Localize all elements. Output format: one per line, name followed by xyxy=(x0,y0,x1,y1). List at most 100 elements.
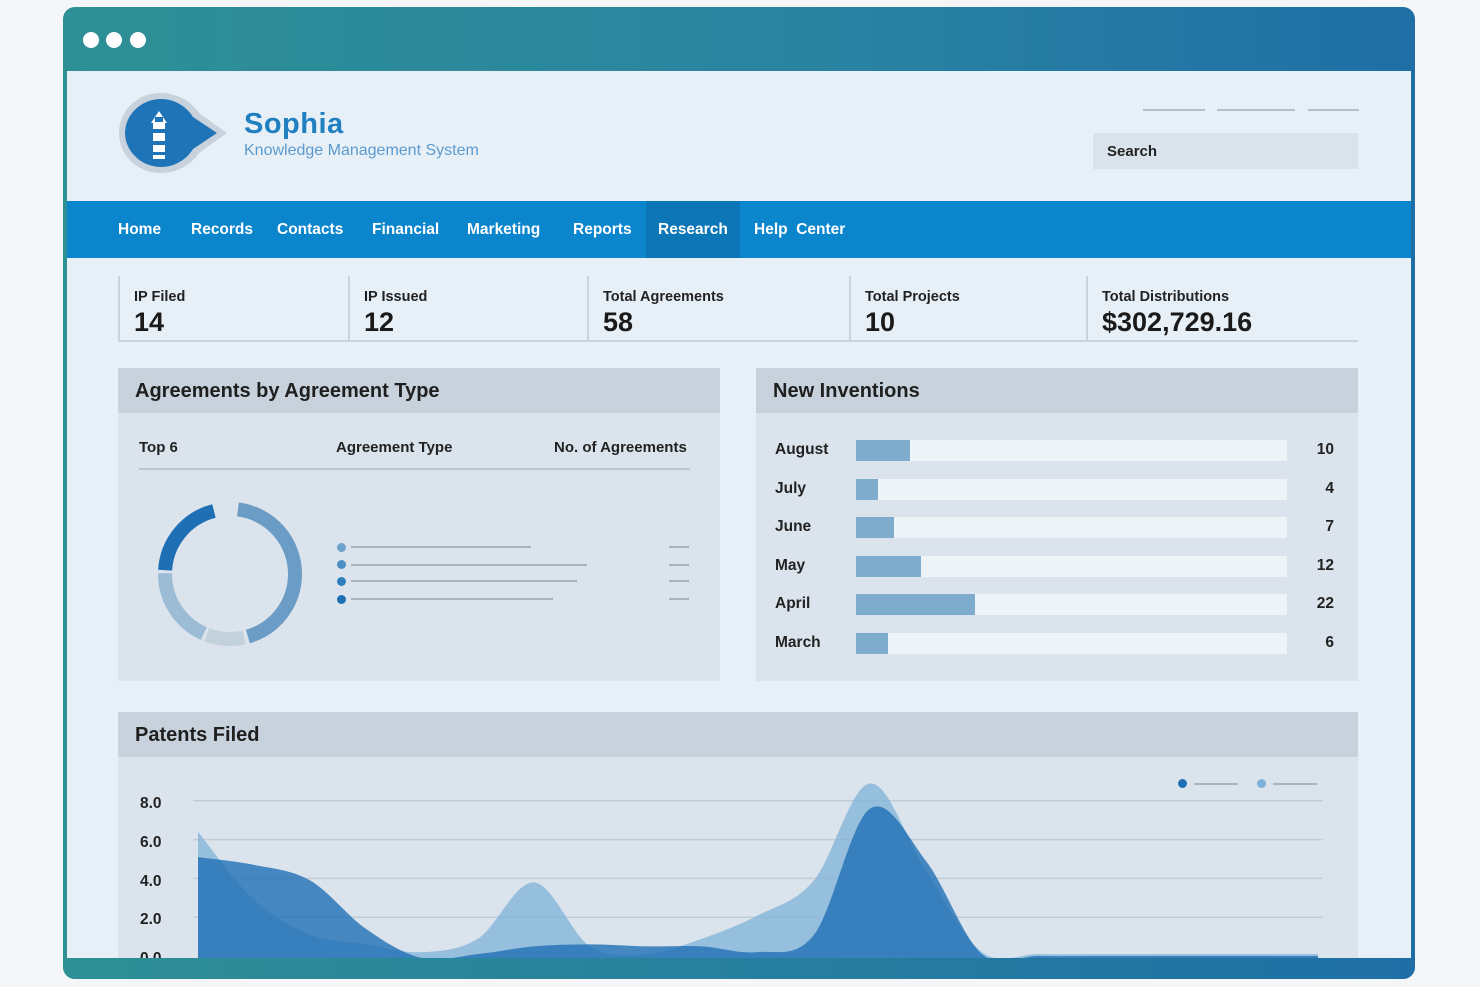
window-bottom-bar xyxy=(63,958,1415,979)
stat-label: IP Filed xyxy=(134,289,186,305)
legend-value xyxy=(669,598,689,600)
y-tick-label: 0.0 xyxy=(140,950,162,958)
legend-dot xyxy=(337,595,346,604)
stat-card: IP Issued 12 xyxy=(348,276,587,342)
bar-value-label: 10 xyxy=(1316,441,1334,458)
app-header: Sophia Knowledge Management System xyxy=(67,71,1411,201)
bar-category-label: August xyxy=(775,441,829,458)
patents-area-chart xyxy=(193,783,1323,958)
bar-value-label: 6 xyxy=(1325,634,1334,651)
window-dot-icon[interactable] xyxy=(130,32,146,48)
legend-dot xyxy=(337,543,346,552)
legend-line xyxy=(351,580,577,582)
browser-frame: Sophia Knowledge Management System Home … xyxy=(63,7,1415,979)
window-dot-icon[interactable] xyxy=(83,32,99,48)
bar-fill xyxy=(856,594,975,616)
nav-item-home[interactable]: Home xyxy=(118,221,162,238)
panel-title: New Inventions xyxy=(773,380,920,402)
bar-value-label: 4 xyxy=(1325,479,1334,497)
legend-line xyxy=(1273,783,1317,785)
nav-item-research[interactable]: Research xyxy=(646,201,740,258)
bar-track xyxy=(856,555,1287,577)
bar-track xyxy=(856,517,1287,539)
donut-chart xyxy=(158,502,302,646)
bar-fill xyxy=(856,555,921,577)
legend-value xyxy=(669,564,689,566)
donut-segment xyxy=(158,502,302,646)
header-link[interactable] xyxy=(1143,109,1205,111)
legend-line xyxy=(1194,783,1238,785)
legend-dot xyxy=(337,577,346,586)
search-input[interactable] xyxy=(1093,133,1358,169)
main-nav: Home Records Contacts Financial Marketin… xyxy=(67,201,1411,258)
donut-segment xyxy=(158,502,302,646)
panel-title: Patents Filed xyxy=(135,724,260,746)
stat-value: $302,729.16 xyxy=(1102,307,1253,337)
stat-card: Total Agreements 58 xyxy=(587,276,849,342)
header-link[interactable] xyxy=(1217,109,1295,111)
panel-header: Agreements by Agreement Type xyxy=(118,368,720,413)
nav-item-reports[interactable]: Reports xyxy=(573,221,632,238)
panel-title: Agreements by Agreement Type xyxy=(135,380,440,402)
new-inventions-panel: New Inventions August 10 July 4 June 7 May 12 Ap… xyxy=(756,368,1358,681)
bar-track xyxy=(856,478,1287,500)
app-window: Sophia Knowledge Management System Home … xyxy=(67,71,1411,958)
stat-card: Total Projects 10 xyxy=(849,276,1086,342)
stat-card: Total Distributions $302,729.16 xyxy=(1086,276,1358,342)
donut-segment xyxy=(158,502,302,646)
window-titlebar xyxy=(63,7,1415,71)
agreements-panel: Agreements by Agreement Type Top 6 Agree… xyxy=(118,368,720,681)
legend-dot xyxy=(337,560,346,569)
y-tick-label: 8.0 xyxy=(140,795,162,812)
nav-item-financial[interactable]: Financial xyxy=(372,221,440,238)
column-header-type: Agreement Type xyxy=(336,439,453,456)
nav-item-help-center[interactable]: Help Center xyxy=(754,221,846,238)
legend-line xyxy=(351,564,587,566)
bar-category-label: June xyxy=(775,518,812,536)
bar-track xyxy=(856,440,1287,461)
area-series xyxy=(198,806,1318,958)
stat-label: IP Issued xyxy=(364,289,428,305)
stat-value: 58 xyxy=(603,307,634,337)
bar-fill xyxy=(856,478,878,500)
bar-track xyxy=(856,633,1287,654)
stat-label: Total Distributions xyxy=(1102,289,1230,305)
bar-fill xyxy=(856,517,894,539)
brand-name: Sophia xyxy=(244,108,344,140)
legend-line xyxy=(351,598,553,600)
y-tick-label: 2.0 xyxy=(140,911,162,928)
legend-line xyxy=(351,546,531,548)
bar-category-label: July xyxy=(775,479,807,497)
column-header-count: No. of Agreements xyxy=(554,439,687,456)
nav-item-records[interactable]: Records xyxy=(191,221,254,238)
bar-category-label: April xyxy=(775,595,811,613)
legend-value xyxy=(669,546,689,548)
bar-value-label: 7 xyxy=(1325,518,1334,536)
patents-filed-panel: Patents Filed 8.0 6.0 4.0 2.0 0.0 xyxy=(118,712,1358,958)
bar-value-label: 22 xyxy=(1316,595,1334,613)
divider xyxy=(139,468,690,470)
bar-track xyxy=(856,594,1287,616)
stat-label: Total Projects xyxy=(865,289,960,305)
bar-value-label: 12 xyxy=(1316,556,1334,574)
y-tick-label: 6.0 xyxy=(140,834,162,851)
nav-item-contacts[interactable]: Contacts xyxy=(277,221,344,238)
stat-label: Total Agreements xyxy=(603,289,724,305)
lighthouse-icon[interactable] xyxy=(115,89,235,179)
panel-header: Patents Filed xyxy=(118,712,1358,757)
window-dot-icon[interactable] xyxy=(106,32,122,48)
bar-category-label: March xyxy=(775,634,821,651)
stats-row: IP Filed 14 IP Issued 12 Total Agreement… xyxy=(118,276,1358,342)
bar-fill xyxy=(856,633,889,654)
header-link[interactable] xyxy=(1308,109,1359,111)
bar-fill xyxy=(856,440,910,461)
brand-subtitle: Knowledge Management System xyxy=(244,142,479,159)
y-tick-label: 4.0 xyxy=(140,873,162,890)
stat-value: 10 xyxy=(865,307,896,337)
stat-card: IP Filed 14 xyxy=(118,276,348,342)
nav-item-marketing[interactable]: Marketing xyxy=(467,221,541,238)
legend-dot xyxy=(1178,779,1187,788)
legend-value xyxy=(669,580,689,582)
legend-dot xyxy=(1257,779,1266,788)
stat-value: 12 xyxy=(364,307,395,337)
